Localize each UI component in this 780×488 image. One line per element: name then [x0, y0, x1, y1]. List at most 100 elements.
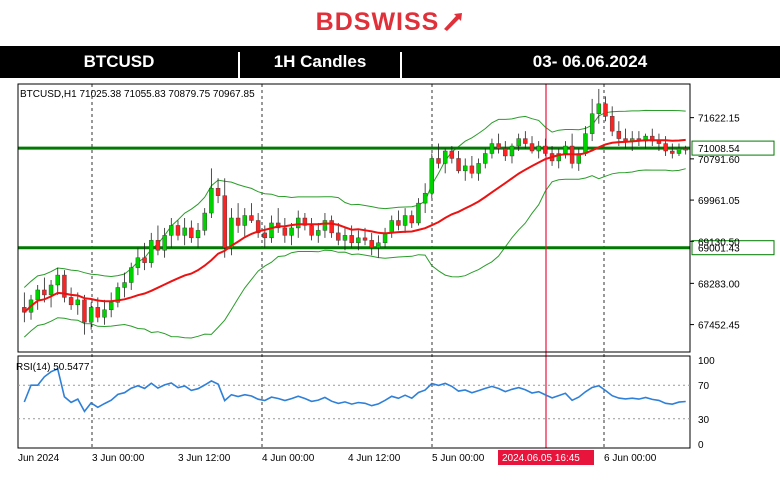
moving-average: [23, 138, 686, 314]
time-tick-label: 3 Jun 12:00: [178, 453, 231, 464]
rsi-line: [23, 367, 686, 413]
level-label: 69001.43: [698, 244, 740, 255]
level-tag: [691, 140, 775, 156]
candle-up: [489, 143, 495, 154]
time-tick-label: 3 Jun 00:00: [92, 453, 145, 464]
candle-up: [576, 153, 581, 164]
rsi-tick-label: 70: [698, 381, 710, 392]
candle-down: [82, 299, 87, 323]
candle-up: [429, 158, 435, 194]
candle-up: [676, 148, 682, 154]
candle-up: [556, 153, 561, 162]
chart-header: BTCUSD 1H Candles 03- 06.06.2024: [0, 46, 780, 78]
candle-up: [463, 165, 468, 172]
candle-up: [596, 103, 602, 114]
candle-up: [269, 222, 274, 239]
candle-up: [108, 302, 114, 311]
candle-up: [422, 192, 428, 204]
candle-up: [442, 150, 448, 164]
header-symbol: BTCUSD: [83, 52, 155, 71]
candle-up: [202, 212, 207, 231]
moving-average-line: [23, 138, 686, 314]
candle-down: [469, 165, 475, 174]
rsi-label: RSI(14) 50.5477: [16, 362, 90, 373]
header-divider: [400, 52, 402, 78]
candle-down: [362, 237, 368, 241]
candle-down: [215, 188, 221, 196]
candle-up: [129, 267, 134, 283]
candle-down: [42, 289, 47, 296]
chart-frame: [17, 83, 691, 449]
candle-down: [609, 116, 615, 132]
candle-up: [122, 282, 127, 288]
lower-band: [23, 168, 686, 339]
header-divider: [238, 52, 240, 78]
candle-down: [336, 232, 341, 241]
candle-up: [536, 145, 541, 152]
candle-down: [496, 143, 501, 149]
candle-up: [48, 284, 54, 296]
candle-up: [162, 235, 167, 251]
candle-down: [349, 235, 354, 244]
candle-down: [329, 220, 334, 234]
candle-up: [589, 113, 595, 134]
rsi-tick-label: 30: [698, 415, 710, 426]
candle-up: [182, 227, 187, 236]
candle-down: [369, 240, 374, 248]
candle-up: [516, 138, 521, 147]
time-tick-label: 6 Jun 00:00: [604, 453, 657, 464]
time-tick-label: 5 Jun 00:00: [432, 453, 485, 464]
candle-up: [209, 188, 214, 214]
price-tick-label: 68283.00: [698, 279, 740, 290]
level-tag: [691, 240, 775, 256]
candle-down: [543, 145, 548, 154]
candle-down: [656, 140, 662, 144]
candle-down: [62, 274, 67, 298]
time-axis: Jun 2024 3 Jun 00:00 3 Jun 12:00 4 Jun 00:0…: [18, 450, 657, 465]
candle-up: [342, 235, 348, 241]
candle-up: [115, 287, 121, 303]
candle-up: [376, 242, 381, 248]
header-timeframe: 1H Candles: [273, 52, 367, 71]
brand-name: BDSWISS: [316, 8, 440, 37]
time-tick-label: 4 Jun 00:00: [262, 453, 315, 464]
candle-up: [289, 227, 294, 236]
candle-down: [623, 138, 628, 142]
candle-down: [436, 158, 441, 164]
candle-up: [75, 299, 80, 306]
candle-down: [222, 195, 227, 248]
candle-up: [296, 217, 301, 229]
candle-up: [135, 257, 141, 268]
candle-up: [416, 202, 421, 224]
candle-up: [509, 145, 515, 157]
candle-up: [55, 274, 60, 286]
upper-band: [23, 109, 686, 288]
candle-down: [142, 257, 147, 263]
cursor-time-label: 2024.06.05 16:45: [502, 453, 580, 464]
candle-down: [189, 227, 194, 239]
candle-down: [663, 143, 668, 152]
level-label: 71008.54: [698, 144, 740, 155]
candle-down: [449, 150, 455, 159]
candle-up: [583, 133, 588, 154]
band-lines: [23, 109, 686, 339]
candle-down: [396, 220, 401, 226]
price-chart[interactable]: 71008.54 69001.43 71622.15 70791.60 69961.0…: [0, 80, 780, 488]
candle-up: [149, 240, 154, 263]
cursor-time-tag: [498, 450, 594, 465]
candle-up: [242, 215, 247, 226]
candle-up: [88, 307, 94, 323]
price-tick-label: 67452.45: [698, 321, 740, 332]
candle-down: [603, 103, 608, 117]
candle-down: [409, 215, 414, 224]
candle-down: [175, 225, 181, 236]
brand-name-b: SWISS: [353, 7, 440, 36]
candle-down: [282, 227, 288, 236]
candle-down: [68, 297, 74, 306]
candle-up: [169, 225, 174, 236]
rsi-panel: 100 70 30 0: [18, 356, 715, 451]
header-dates: 03- 06.06.2024: [532, 52, 648, 71]
candle-up: [35, 289, 40, 301]
brand-arrow-icon: [444, 13, 463, 31]
price-tick-label: 71622.15: [698, 114, 740, 125]
